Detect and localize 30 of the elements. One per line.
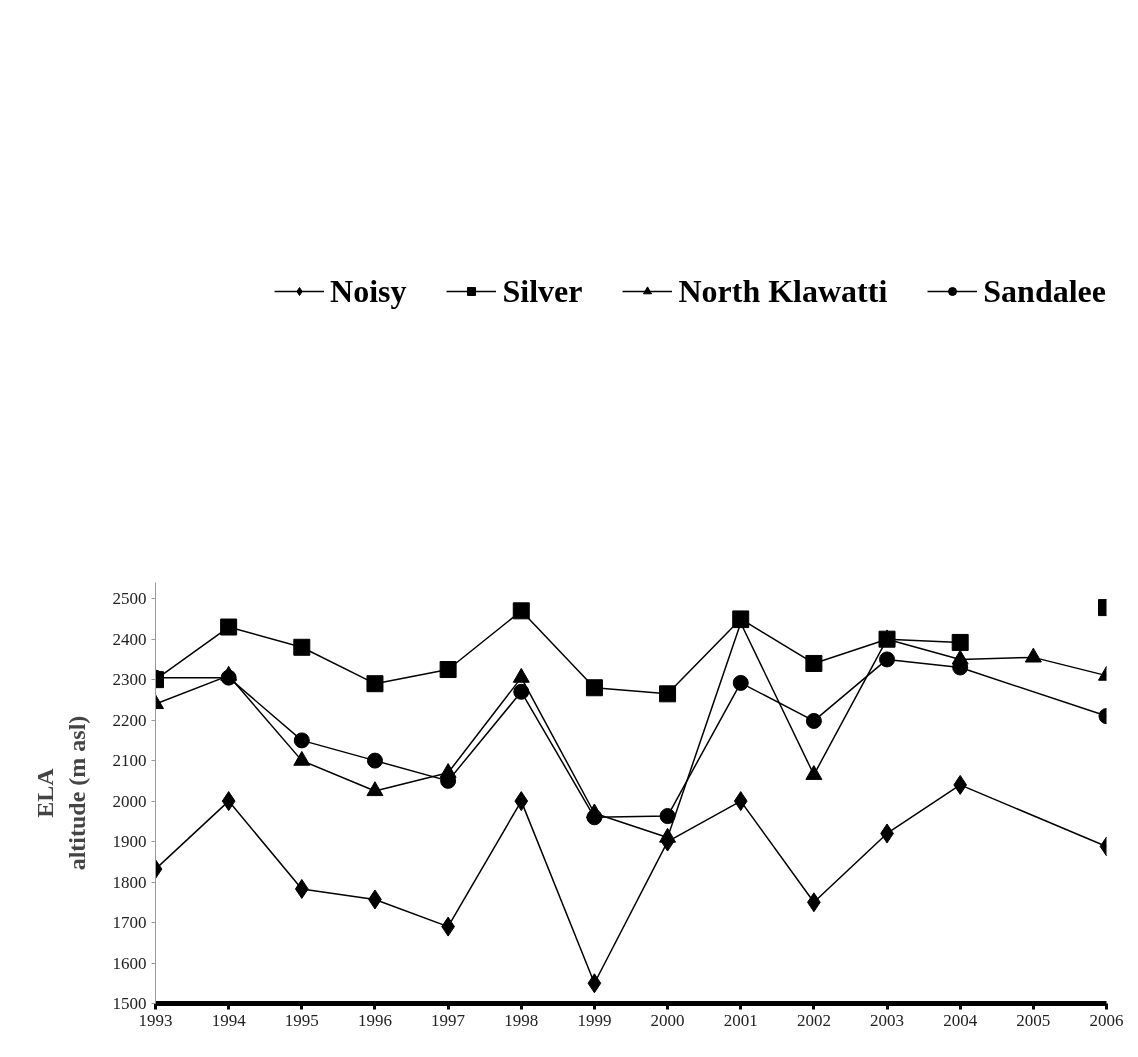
- y-tick-label: 1800: [112, 872, 147, 892]
- y-tick-label: 1900: [112, 832, 147, 852]
- y-tick-label: 1500: [112, 994, 147, 1013]
- x-tick-label: 2002: [796, 1010, 831, 1030]
- y-tick-label: 2300: [112, 670, 147, 690]
- x-tick-label: 1993: [138, 1010, 173, 1030]
- x-tick-label: 1999: [577, 1010, 612, 1030]
- x-tick-label: 2004: [943, 1010, 978, 1030]
- y-tick-label: 2000: [112, 791, 147, 811]
- y-tick-label: 2200: [112, 710, 147, 730]
- legend-label: Sandalee: [983, 272, 1106, 310]
- legend-label: Silver: [502, 272, 583, 310]
- x-tick-label: 1998: [504, 1010, 539, 1030]
- y-axis-title: ELA altitude (m asl): [32, 715, 90, 871]
- x-tick-label: 1997: [431, 1010, 466, 1030]
- legend-label: Noisy: [330, 272, 407, 310]
- x-tick-label: 2006: [1089, 1010, 1124, 1030]
- x-tick-label: 2005: [1016, 1010, 1051, 1030]
- y-tick-label: 2500: [112, 589, 147, 609]
- x-tick-label: 1996: [357, 1010, 392, 1030]
- y-tick-label: 1600: [112, 953, 147, 973]
- y-tick-label: 1700: [112, 913, 147, 933]
- x-tick-label: 1995: [284, 1010, 319, 1030]
- x-tick-label: 1994: [211, 1010, 247, 1030]
- y-tick-label: 2100: [112, 751, 147, 771]
- y-tick-label: 2400: [112, 629, 147, 649]
- x-tick-label: 2000: [650, 1010, 685, 1030]
- legend-label: North Klawatti: [678, 272, 888, 310]
- x-tick-label: 2003: [870, 1010, 905, 1030]
- x-tick-label: 2001: [723, 1010, 758, 1030]
